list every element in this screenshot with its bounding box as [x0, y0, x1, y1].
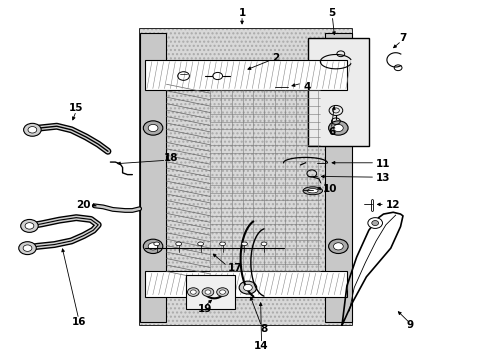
Circle shape [143, 239, 163, 253]
Text: 16: 16 [71, 317, 86, 327]
Bar [185, 275, 234, 309]
Circle shape [25, 223, 34, 229]
Text: 2: 2 [272, 53, 279, 63]
Bar [140, 30, 351, 325]
Circle shape [367, 218, 382, 228]
Circle shape [187, 288, 199, 296]
Circle shape [28, 127, 37, 133]
Circle shape [19, 242, 36, 255]
Ellipse shape [175, 242, 181, 246]
Circle shape [148, 243, 158, 250]
Bar [144, 60, 346, 90]
Circle shape [190, 290, 196, 294]
Text: 1: 1 [238, 8, 245, 18]
Text: 18: 18 [164, 153, 178, 163]
Text: 6: 6 [328, 127, 335, 136]
Ellipse shape [219, 242, 225, 246]
Ellipse shape [154, 242, 159, 246]
Circle shape [328, 121, 347, 135]
Text: 15: 15 [69, 103, 83, 113]
Circle shape [219, 290, 225, 294]
Text: 13: 13 [375, 173, 390, 183]
Text: 8: 8 [260, 324, 267, 334]
Circle shape [333, 125, 343, 132]
Circle shape [371, 221, 378, 226]
Text: 5: 5 [328, 8, 335, 18]
Circle shape [148, 125, 158, 132]
Ellipse shape [241, 242, 247, 246]
Circle shape [202, 288, 213, 296]
Bar [140, 33, 166, 321]
Circle shape [143, 121, 163, 135]
Ellipse shape [303, 187, 322, 195]
Bar [307, 39, 368, 146]
Circle shape [333, 243, 343, 250]
Ellipse shape [239, 281, 256, 294]
Circle shape [204, 290, 210, 294]
Text: 11: 11 [375, 159, 390, 169]
Bar [144, 271, 346, 297]
Text: 4: 4 [303, 82, 310, 92]
Bar [325, 33, 351, 321]
Circle shape [20, 220, 38, 232]
Ellipse shape [243, 284, 252, 291]
Text: 7: 7 [399, 33, 406, 43]
Text: 10: 10 [322, 184, 336, 194]
Ellipse shape [261, 242, 266, 246]
Ellipse shape [307, 189, 318, 193]
Circle shape [328, 239, 347, 253]
Text: 20: 20 [76, 200, 91, 210]
Text: 17: 17 [227, 263, 242, 273]
Bar [140, 30, 351, 325]
Text: 9: 9 [406, 320, 413, 330]
Circle shape [216, 288, 228, 296]
Circle shape [23, 245, 32, 251]
Text: 19: 19 [198, 304, 212, 314]
Ellipse shape [197, 242, 203, 246]
Text: 14: 14 [254, 341, 268, 351]
Circle shape [23, 123, 41, 136]
Text: 12: 12 [385, 200, 400, 210]
